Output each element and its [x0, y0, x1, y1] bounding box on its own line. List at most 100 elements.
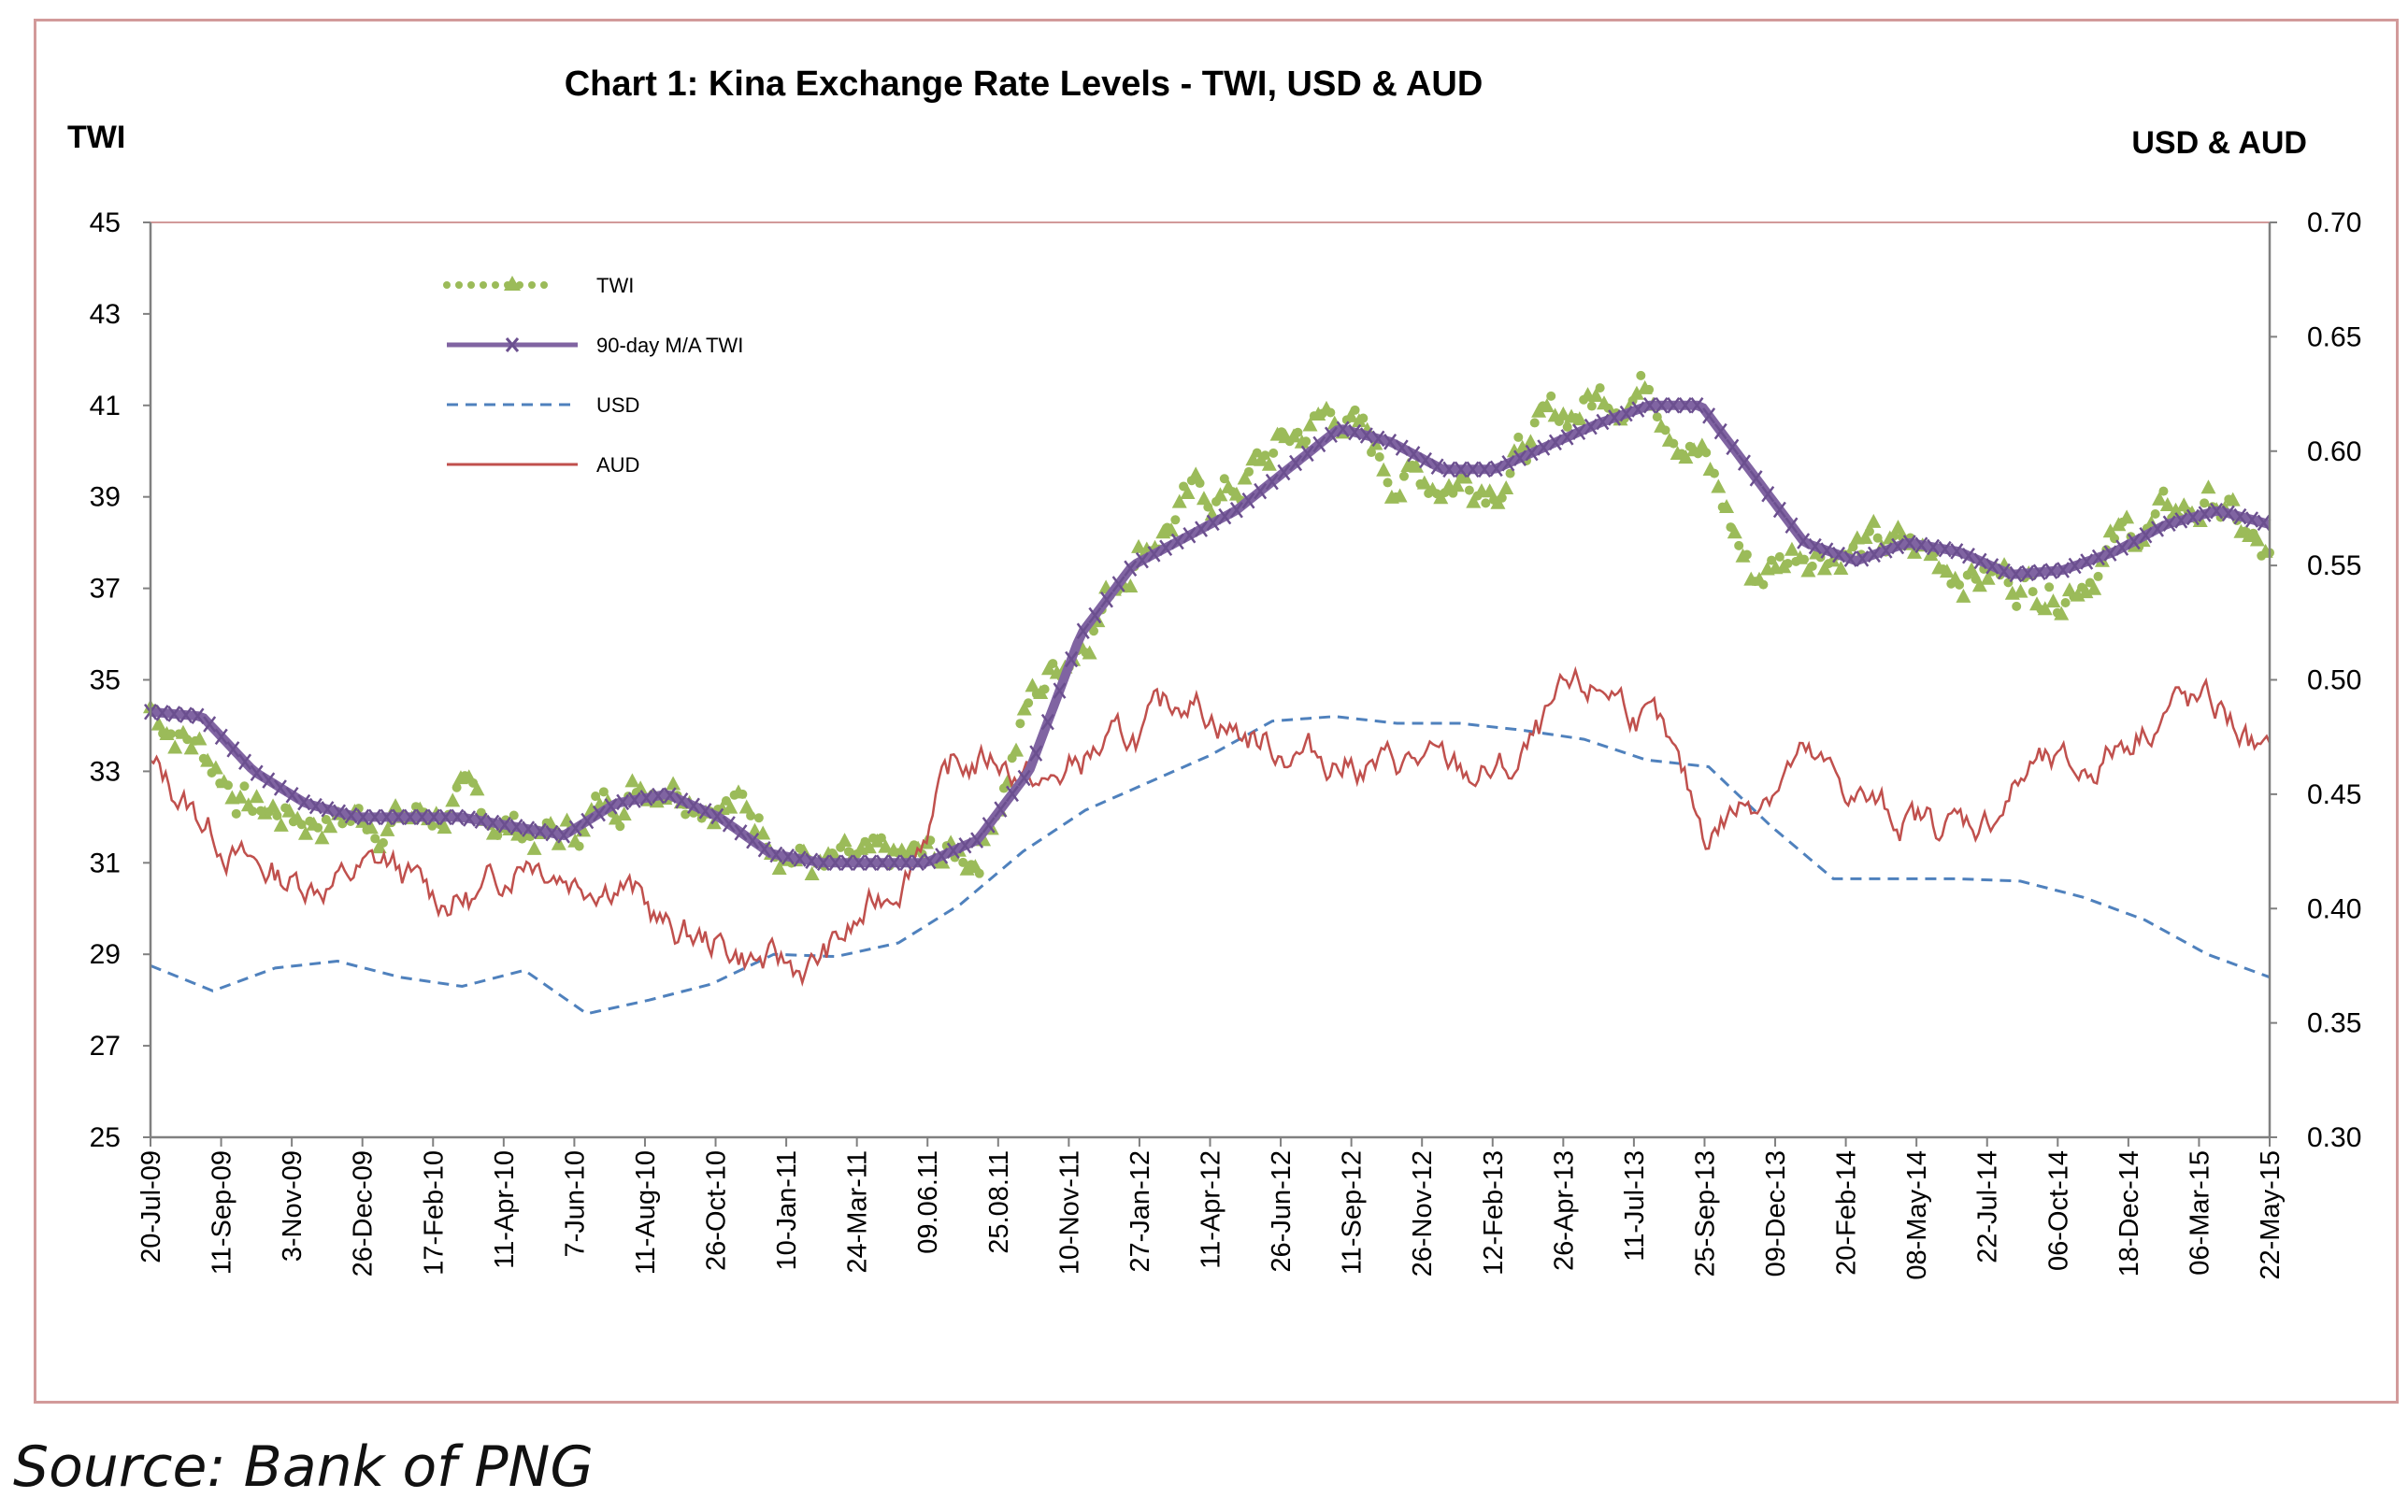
twi-point: [1825, 552, 1841, 567]
twi-point: [363, 820, 379, 834]
ma-twi-marker: [297, 793, 311, 811]
ma-twi-marker: [1265, 473, 1279, 491]
y-right-tick-label: 0.45: [2307, 779, 2361, 810]
twi-point: [1833, 561, 1849, 576]
twi-point: [2060, 598, 2071, 608]
twi-point: [624, 773, 640, 788]
axes-layer: 45 43 41 39 37 35 33 31 29 27 25 0.70 0.65 0.60 0.55 0.…: [90, 207, 2362, 1280]
ma-twi-marker: [1702, 407, 1716, 424]
twi-point: [2013, 583, 2028, 598]
twi-point: [314, 830, 330, 845]
ma-twi-marker: [167, 706, 181, 722]
twi-point: [1807, 561, 1817, 571]
x-tick-label: 24-Mar-11: [843, 1150, 873, 1274]
twi-point: [747, 822, 763, 837]
x-tick-label: 26-Dec-09: [349, 1150, 379, 1277]
ma-twi-marker: [686, 797, 700, 815]
twi-point: [1571, 411, 1587, 426]
twi-point: [1644, 384, 1655, 394]
ma-twi-marker: [333, 804, 347, 821]
twi-point: [2119, 509, 2135, 524]
ma-twi-marker: [1135, 551, 1149, 569]
ma-twi-marker: [1879, 542, 1893, 559]
twi-point: [1742, 549, 1752, 560]
twi-point: [1016, 701, 1032, 716]
twi-point: [313, 822, 323, 833]
twi-point: [1864, 526, 1874, 536]
ma-twi-marker: [214, 728, 228, 746]
ma-twi-marker: [415, 808, 429, 826]
ma-twi-marker: [1772, 501, 1786, 519]
twi-point: [1293, 427, 1303, 437]
twi-point: [1497, 492, 1507, 503]
twi-point: [2093, 571, 2103, 581]
ma-twi-marker: [1761, 485, 1775, 503]
ma-twi-marker: [910, 854, 924, 872]
ma-twi-marker: [1359, 427, 1373, 444]
ma-twi-marker: [1195, 521, 1209, 537]
twi-point: [297, 825, 313, 840]
twi-point: [2150, 509, 2160, 520]
ma-twi-marker: [1206, 514, 1220, 532]
twi-point: [281, 803, 297, 818]
aud-line: [150, 665, 2272, 988]
ma-twi-marker: [828, 854, 842, 872]
ma-twi-marker: [1820, 542, 1834, 559]
ma-twi-marker: [1229, 502, 1243, 519]
ma-twi-marker: [1289, 454, 1303, 472]
twi-point: [771, 860, 787, 875]
ma-twi-marker: [1478, 461, 1492, 478]
twi-point: [1513, 432, 1524, 442]
twi-point: [1260, 450, 1270, 461]
ma-twi-marker: [1005, 785, 1019, 803]
twi-point: [1261, 456, 1277, 471]
twi-point: [1906, 544, 1922, 559]
ma-twi-marker: [2056, 562, 2070, 578]
ma-twi-marker: [1454, 461, 1468, 478]
twi-point: [1758, 579, 1769, 590]
x-tick-label: 25-Sep-13: [1690, 1150, 1720, 1277]
twi-point: [249, 789, 265, 804]
y-right-tick-label: 0.50: [2307, 665, 2361, 696]
ma-twi-marker: [1029, 745, 1043, 762]
twi-point: [974, 868, 984, 878]
ma-twi-marker: [604, 798, 618, 815]
ma-twi-marker: [2139, 527, 2153, 544]
ma-twi-marker: [1383, 433, 1398, 450]
twi-point: [1939, 563, 1955, 578]
y-left-axis-title: TWI: [67, 120, 125, 155]
ma-twi-marker: [1867, 546, 1881, 563]
ma-twi-marker: [1938, 540, 1952, 558]
twi-point: [1800, 563, 1816, 578]
ma-twi-marker: [2091, 549, 2105, 566]
ma-twi-marker: [887, 854, 901, 872]
twi-point: [1358, 413, 1369, 423]
x-tick-label: 3-Nov-09: [278, 1150, 308, 1262]
twi-point: [2086, 580, 2102, 595]
x-tick-label: 11-Jul-13: [1620, 1150, 1650, 1262]
twi-point: [1776, 559, 1792, 574]
ma-twi-marker: [1395, 439, 1409, 456]
twi-point: [1015, 719, 1025, 729]
plot-area: [150, 221, 2271, 1138]
twi-point: [239, 781, 250, 792]
ma-twi-marker: [746, 833, 760, 849]
twi-point: [1383, 478, 1393, 488]
ma-twi-marker: [1784, 517, 1799, 534]
twi-point: [1848, 542, 1858, 552]
x-tick-label: 06-Mar-15: [2185, 1150, 2214, 1276]
twi-point: [633, 780, 649, 795]
ma-twi-marker: [1548, 434, 1562, 451]
ma-twi-marker: [533, 822, 547, 840]
y-left-tick-label: 35: [90, 665, 121, 696]
twi-point: [1033, 685, 1049, 700]
twi-point: [183, 740, 199, 755]
ma-twi-marker: [1254, 482, 1268, 500]
ma-twi-marker: [1856, 550, 1870, 567]
twi-point: [869, 833, 885, 848]
ma-twi-marker: [474, 812, 488, 829]
x-tick-label: 11-Apr-10: [490, 1150, 520, 1269]
ma-twi-marker: [262, 772, 276, 789]
x-tick-label: 11-Sep-09: [208, 1150, 237, 1275]
ma-twi-marker: [899, 854, 913, 872]
